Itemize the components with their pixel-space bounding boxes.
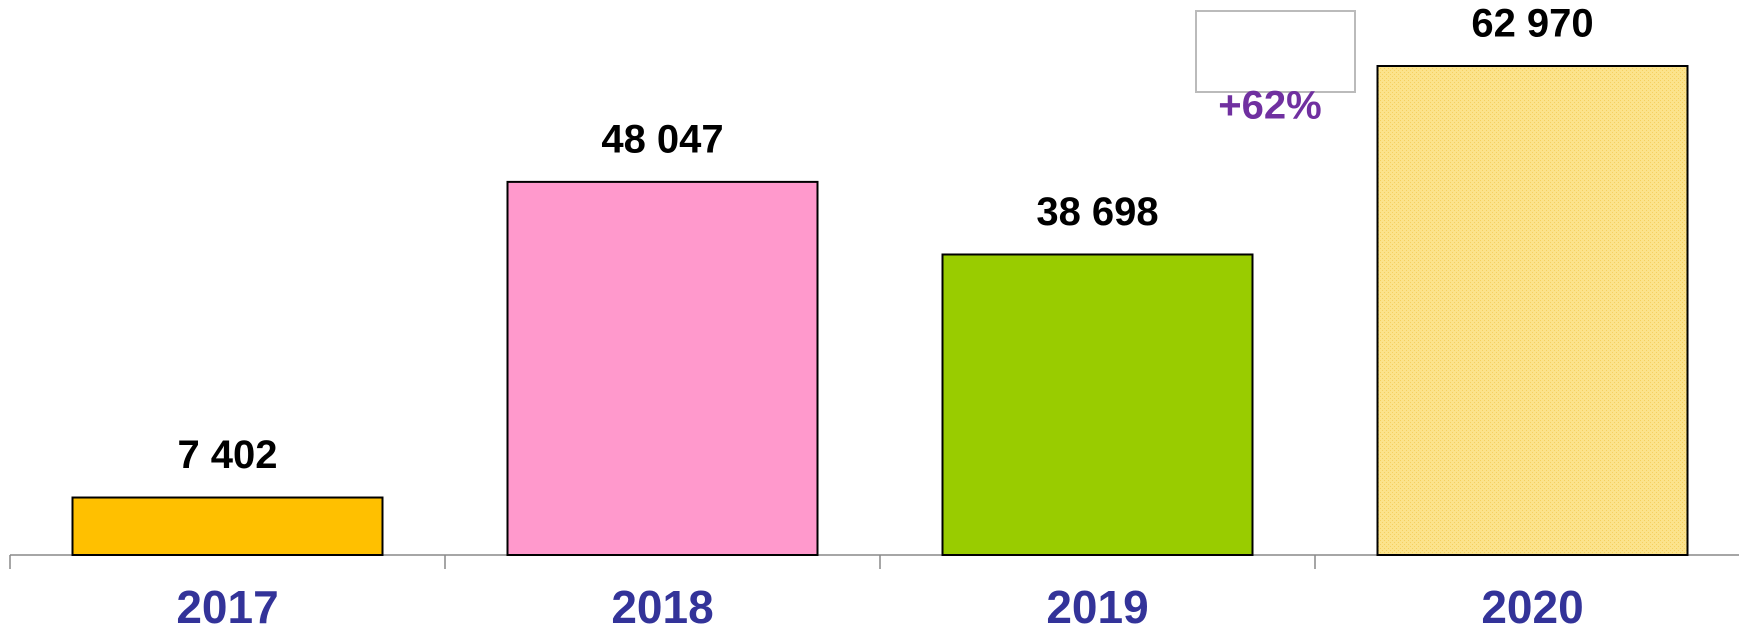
x-tick-label: 2018 <box>611 581 713 631</box>
annotation: +62% <box>1218 84 1321 128</box>
data-label: 62 970 <box>1471 2 1593 46</box>
bar <box>1376 65 1689 556</box>
data-label: 7 402 <box>177 433 277 477</box>
annotation-box <box>1195 10 1356 93</box>
bar <box>941 253 1254 557</box>
data-label: 48 047 <box>601 117 723 161</box>
data-label: 38 698 <box>1036 190 1158 234</box>
bar <box>71 496 384 557</box>
x-tick-label: 2020 <box>1481 581 1583 631</box>
x-tick-label: 2017 <box>176 581 278 631</box>
bar <box>506 180 819 557</box>
x-tick-label: 2019 <box>1046 581 1148 631</box>
